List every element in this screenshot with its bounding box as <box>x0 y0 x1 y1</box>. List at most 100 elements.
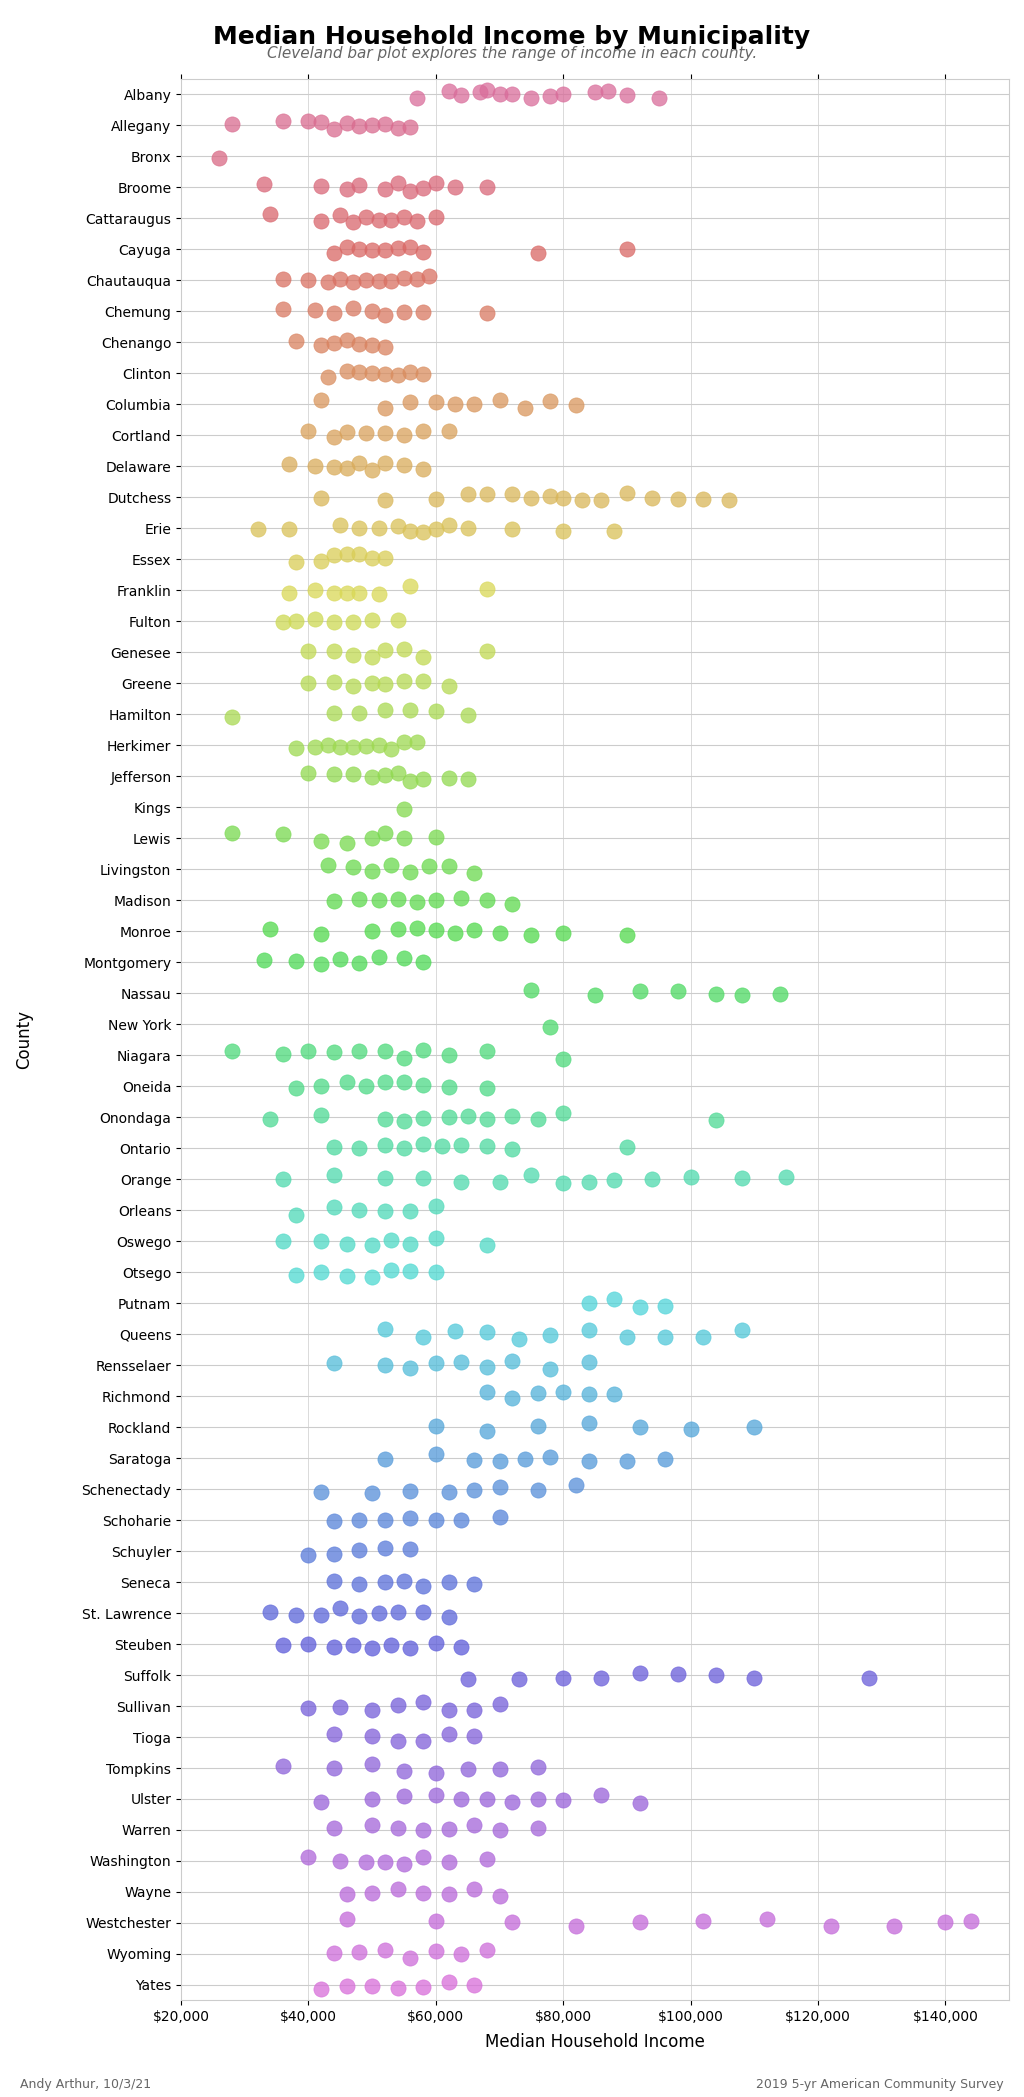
Point <box>351 881 368 914</box>
Point <box>326 537 342 570</box>
Point <box>326 885 342 918</box>
Point <box>364 667 380 700</box>
Point <box>364 1476 380 1510</box>
Point <box>478 1034 495 1067</box>
Point <box>357 1845 374 1879</box>
Point <box>345 730 361 763</box>
Point <box>274 1162 291 1195</box>
Point <box>377 694 393 728</box>
Point <box>650 82 667 115</box>
Point <box>389 602 406 635</box>
Point <box>377 1034 393 1067</box>
Point <box>351 447 368 480</box>
Point <box>886 1908 902 1942</box>
Point <box>421 260 437 294</box>
Point <box>339 354 355 388</box>
Point <box>453 881 469 914</box>
Point <box>492 1470 508 1504</box>
Point <box>364 914 380 948</box>
Point <box>364 853 380 887</box>
Point <box>440 1692 457 1726</box>
Point <box>351 168 368 201</box>
Point <box>555 1376 571 1409</box>
Point <box>274 291 291 325</box>
Point <box>682 1411 698 1445</box>
Point <box>415 1596 431 1629</box>
Point <box>332 1845 348 1879</box>
Point <box>543 1441 559 1474</box>
Point <box>466 1569 482 1602</box>
Point <box>543 1317 559 1350</box>
Point <box>492 1814 508 1847</box>
Point <box>351 327 368 361</box>
Point <box>708 1103 724 1137</box>
Point <box>478 476 495 510</box>
Point <box>695 1319 712 1353</box>
Point <box>466 388 482 421</box>
Point <box>396 942 413 975</box>
Point <box>332 1592 348 1625</box>
Point <box>543 480 559 514</box>
Point <box>313 948 330 981</box>
Point <box>632 1787 648 1820</box>
Point <box>282 512 298 545</box>
Point <box>306 449 323 482</box>
Point <box>351 537 368 570</box>
Point <box>415 296 431 329</box>
Point <box>396 1755 413 1789</box>
Point <box>453 1782 469 1816</box>
Point <box>466 1720 482 1753</box>
Point <box>529 1474 546 1508</box>
Point <box>440 1474 457 1508</box>
Point <box>383 264 399 298</box>
Point <box>415 1841 431 1875</box>
Point <box>306 294 323 327</box>
Point <box>377 1564 393 1598</box>
Point <box>339 577 355 610</box>
Point <box>300 1034 316 1067</box>
Point <box>364 294 380 327</box>
Point <box>313 1225 330 1258</box>
Point <box>300 1692 316 1726</box>
Point <box>587 979 603 1013</box>
Point <box>492 1499 508 1533</box>
Point <box>396 1564 413 1598</box>
Point <box>274 818 291 851</box>
Point <box>581 1166 597 1199</box>
Point <box>224 107 241 140</box>
Point <box>364 822 380 856</box>
Y-axis label: County: County <box>15 1011 33 1069</box>
Point <box>274 262 291 296</box>
Point <box>402 1227 419 1260</box>
Point <box>306 572 323 606</box>
Point <box>440 669 457 702</box>
Point <box>492 1166 508 1199</box>
Point <box>224 816 241 849</box>
Point <box>326 449 342 482</box>
Point <box>357 730 374 763</box>
Point <box>402 231 419 264</box>
Point <box>332 730 348 763</box>
Point <box>466 856 482 889</box>
Point <box>937 1904 953 1938</box>
Point <box>529 1782 546 1816</box>
Point <box>282 447 298 480</box>
Point <box>478 1782 495 1816</box>
Point <box>377 1443 393 1476</box>
Point <box>733 1313 750 1346</box>
Point <box>632 1290 648 1323</box>
Point <box>632 1409 648 1443</box>
Point <box>492 384 508 417</box>
Point <box>396 1847 413 1881</box>
Point <box>415 1162 431 1195</box>
Point <box>593 1778 609 1812</box>
Point <box>224 1034 241 1067</box>
Point <box>339 1227 355 1260</box>
Point <box>504 512 520 545</box>
Point <box>313 1598 330 1631</box>
Point <box>466 1808 482 1841</box>
Point <box>313 1099 330 1132</box>
Point <box>402 514 419 547</box>
Point <box>326 1629 342 1663</box>
Point <box>632 1657 648 1690</box>
